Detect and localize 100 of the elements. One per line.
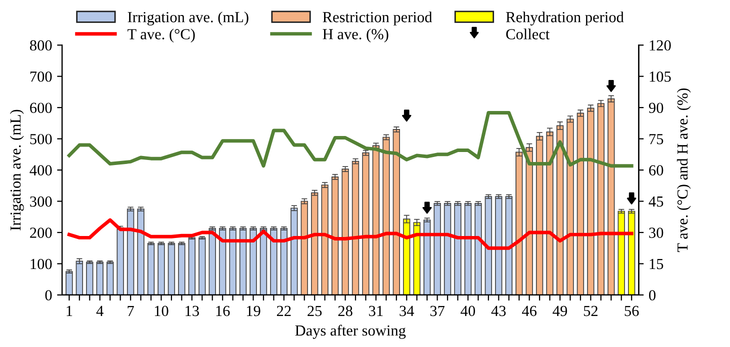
bar — [168, 243, 176, 295]
bar — [96, 262, 104, 295]
bar — [516, 152, 523, 295]
bar — [444, 203, 452, 295]
bar — [270, 228, 278, 295]
bar — [158, 243, 165, 295]
x-tick-label: 34 — [400, 306, 414, 316]
bar — [280, 228, 288, 295]
x-tick-label: 16 — [216, 306, 230, 316]
bar — [587, 108, 594, 295]
point — [606, 80, 616, 92]
line-series — [67, 218, 634, 250]
y-tick-label: 300 — [30, 196, 52, 207]
bar — [505, 196, 512, 295]
bar — [147, 243, 155, 295]
y-tick-label: 500 — [30, 134, 52, 144]
x-tick-label: 31 — [369, 306, 383, 316]
bar — [198, 237, 206, 295]
x-tick-label: 19 — [246, 306, 260, 316]
bar — [566, 118, 574, 295]
legend-label: Irrigation ave. (mL) — [128, 12, 248, 26]
bar — [556, 125, 564, 295]
bar — [178, 243, 186, 295]
x-tick-label: 1 — [66, 306, 72, 316]
y-tick-label: 800 — [30, 40, 52, 51]
y2-tick-label: 0 — [649, 290, 656, 300]
y-tick-label: 400 — [30, 165, 52, 176]
bar — [413, 222, 420, 295]
bar — [392, 129, 400, 295]
bar — [628, 210, 636, 295]
bar — [495, 196, 502, 295]
bar — [126, 208, 134, 295]
bar — [454, 203, 462, 295]
x-tick-label: 37 — [430, 306, 445, 316]
y2-tick-label: 45 — [648, 196, 664, 207]
bar — [321, 184, 328, 295]
legend-label: Collect — [506, 28, 550, 40]
legend-label: Restriction period — [322, 12, 432, 26]
bar — [536, 136, 544, 295]
y2-tick-label: 60 — [649, 165, 664, 176]
bar — [424, 220, 431, 295]
bar — [618, 210, 625, 295]
x-tick-label: 25 — [308, 306, 322, 316]
y-tick-label: 600 — [30, 102, 52, 114]
bar — [576, 112, 584, 295]
x-tick-label: 40 — [460, 306, 476, 316]
bar — [352, 160, 360, 295]
y-tick-label: 0 — [45, 290, 52, 300]
legend-label: H ave. (%) — [322, 28, 388, 42]
bar — [229, 228, 236, 295]
y-tick-label: 700 — [30, 71, 52, 82]
bar — [300, 200, 308, 295]
x-tick-label: 28 — [338, 306, 352, 316]
legend-label: Rehydration period — [506, 12, 624, 26]
bar — [239, 228, 247, 295]
bar — [474, 203, 482, 295]
bar — [372, 145, 380, 295]
bar — [208, 228, 216, 295]
y2-axis-title: T ave. (°C) and H ave. (%) — [676, 88, 691, 252]
bar — [116, 227, 124, 295]
bar — [137, 208, 144, 295]
y-tick-label: 200 — [30, 228, 52, 238]
x-tick-label: 43 — [491, 306, 506, 316]
bar — [290, 208, 298, 295]
y2-tick-label: 30 — [649, 228, 664, 238]
bar — [260, 228, 268, 295]
bar — [464, 203, 472, 295]
x-tick-label: 22 — [276, 306, 291, 316]
x-tick-label: 49 — [552, 306, 568, 316]
x-axis-title: Days after sowing — [295, 324, 406, 339]
x-tick-label: 52 — [584, 306, 598, 316]
y2-tick-label: 75 — [649, 134, 664, 144]
x-tick-label: 56 — [624, 306, 639, 316]
point — [422, 202, 432, 214]
bar — [66, 271, 73, 295]
y-axis-title: Irrigation ave. (mL) — [10, 110, 24, 230]
bar — [342, 168, 349, 295]
bar — [382, 136, 390, 295]
y-tick-label: 100 — [30, 258, 52, 270]
bar — [597, 103, 605, 295]
y2-tick-label: 120 — [650, 40, 671, 51]
bar — [218, 228, 226, 295]
y2-tick-label: 15 — [650, 258, 664, 270]
x-tick-label: 10 — [154, 306, 168, 316]
y2-tick-label: 90 — [648, 102, 664, 114]
bar — [311, 192, 318, 295]
bar — [484, 196, 492, 295]
bar — [86, 262, 94, 295]
bar — [250, 228, 257, 295]
y2-tick-label: 105 — [650, 71, 671, 82]
line-series — [67, 111, 634, 168]
bar — [106, 262, 114, 295]
bar — [362, 152, 370, 295]
bar — [546, 132, 554, 295]
x-tick-label: 46 — [522, 306, 537, 316]
bar — [331, 176, 339, 295]
legend-label: T ave. (°C) — [128, 28, 195, 42]
x-tick-label: 4 — [96, 306, 104, 316]
x-tick-label: 13 — [186, 306, 199, 316]
bar — [608, 98, 615, 295]
